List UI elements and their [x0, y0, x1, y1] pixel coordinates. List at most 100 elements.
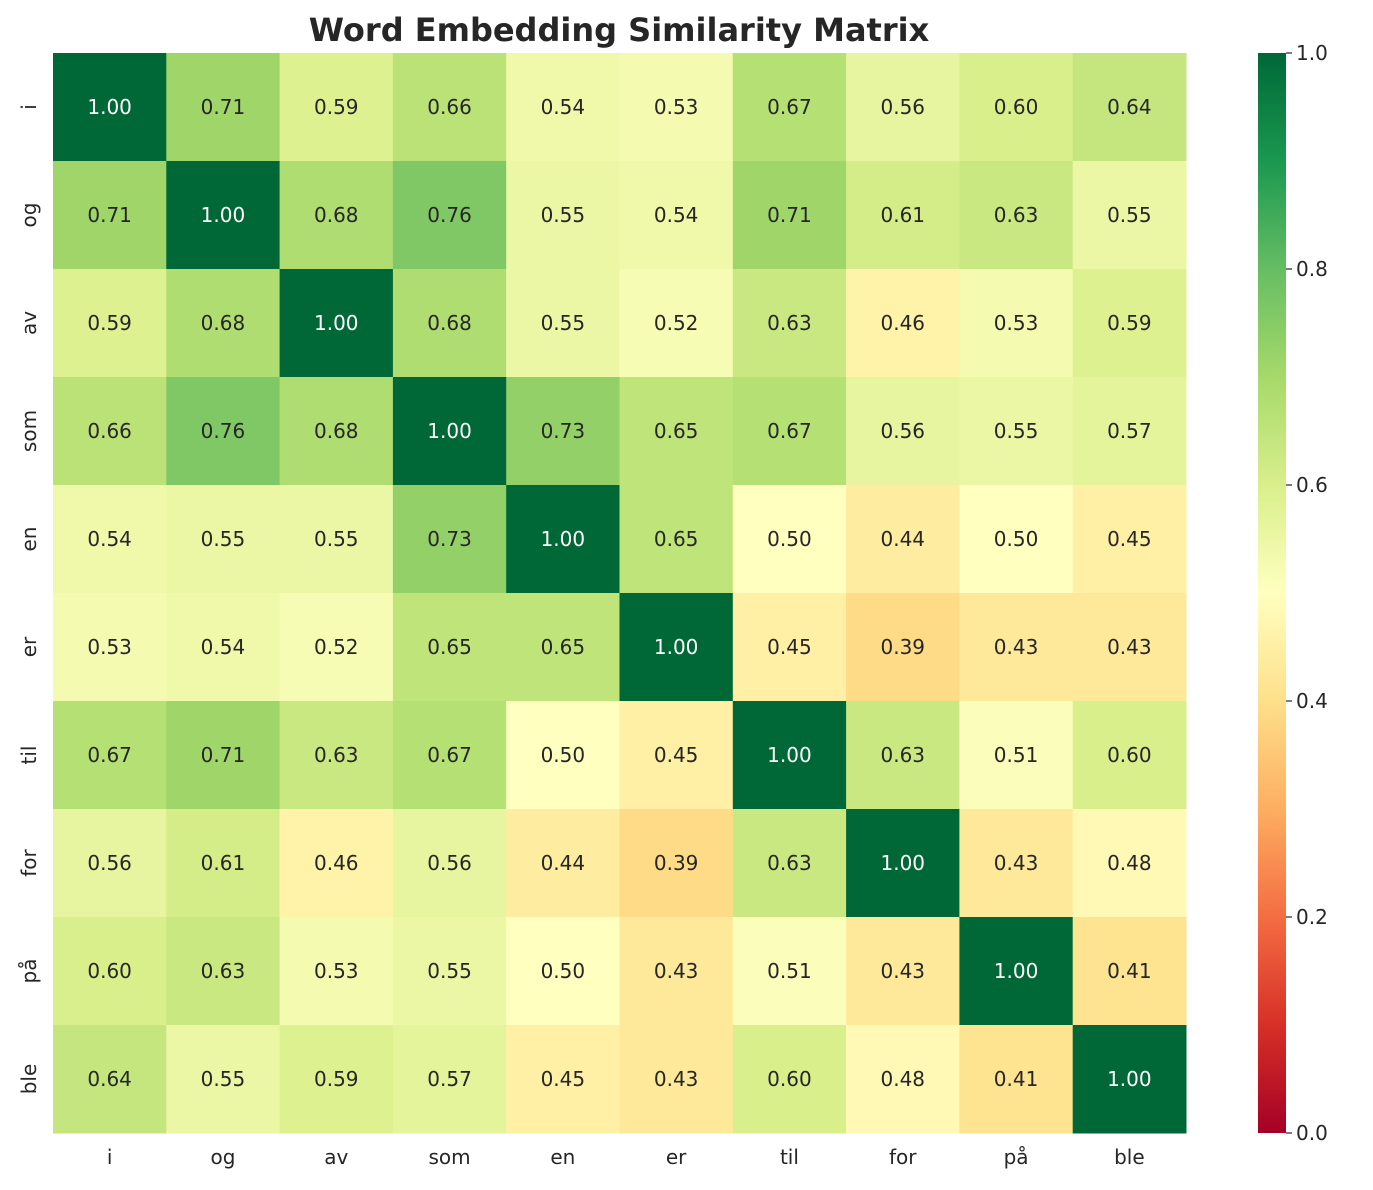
cell-value-label: 1.00	[427, 419, 472, 443]
cell-value-label: 0.60	[87, 959, 132, 983]
cell-value-label: 0.54	[87, 527, 132, 551]
heatmap-cell	[732, 1025, 847, 1134]
y-tick-label: er	[17, 636, 41, 657]
colorbar-tick-label: 0.6	[1296, 473, 1328, 497]
heatmap-cell	[166, 1025, 281, 1134]
cell-value-label: 0.65	[541, 635, 586, 659]
cell-value-label: 1.00	[314, 311, 359, 335]
heatmap-cell	[53, 53, 167, 162]
cell-value-label: 0.43	[880, 959, 925, 983]
x-tick-label: til	[780, 1145, 799, 1169]
heatmap-cell	[392, 377, 507, 486]
heatmap-cell	[166, 53, 281, 162]
heatmap-cell	[392, 593, 507, 702]
cell-value-label: 1.00	[767, 743, 812, 767]
cell-value-label: 0.65	[427, 635, 472, 659]
cell-value-label: 1.00	[541, 527, 586, 551]
cell-value-label: 0.41	[1107, 959, 1152, 983]
cell-value-label: 0.52	[314, 635, 359, 659]
heatmap-cell	[619, 593, 734, 702]
cell-value-label: 0.51	[767, 959, 812, 983]
heatmap-cell	[166, 377, 281, 486]
x-tick-label: er	[666, 1145, 687, 1169]
cell-value-label: 0.53	[314, 959, 359, 983]
cell-value-label: 0.50	[767, 527, 812, 551]
y-tick-label: av	[17, 311, 41, 335]
heatmap-cell	[846, 53, 960, 162]
heatmap-cell	[506, 269, 620, 378]
cell-value-label: 0.63	[767, 311, 812, 335]
colorbar-tick-label: 1.0	[1296, 41, 1328, 65]
heatmap-cell	[279, 161, 394, 270]
heatmap-cell	[959, 269, 1074, 378]
cell-value-label: 0.46	[880, 311, 925, 335]
cell-value-label: 0.60	[994, 95, 1039, 119]
x-tick-label: i	[107, 1145, 113, 1169]
y-tick-label: på	[17, 959, 41, 984]
cell-value-label: 0.41	[994, 1067, 1039, 1091]
heatmap-cell	[732, 377, 847, 486]
cell-value-label: 0.43	[654, 1067, 699, 1091]
heatmap-cell	[619, 917, 734, 1026]
cell-value-label: 0.45	[654, 743, 699, 767]
cell-value-label: 0.55	[427, 959, 472, 983]
heatmap-cell	[846, 161, 960, 270]
cell-value-label: 0.55	[1107, 203, 1152, 227]
heatmap-cell	[166, 593, 281, 702]
y-tick-label: ble	[17, 1064, 41, 1095]
heatmap-cell	[166, 809, 281, 918]
y-tick-label: til	[17, 746, 41, 765]
heatmap-cell	[392, 917, 507, 1026]
x-tick-label: på	[1004, 1145, 1029, 1169]
cell-value-label: 0.71	[201, 95, 246, 119]
heatmap-cell	[732, 161, 847, 270]
cell-value-label: 0.56	[87, 851, 132, 875]
cell-value-label: 0.73	[541, 419, 586, 443]
cell-value-label: 0.64	[87, 1067, 132, 1091]
cell-value-label: 1.00	[201, 203, 246, 227]
cell-value-label: 0.67	[767, 419, 812, 443]
colorbar-tick-labels: 0.0 0.2 0.4 0.6 0.8 1.0	[1286, 41, 1328, 1145]
cell-value-label: 0.71	[201, 743, 246, 767]
cell-value-label: 0.55	[314, 527, 359, 551]
heatmap-cell	[619, 701, 734, 810]
heatmap-cell	[53, 269, 167, 378]
heatmap-cell	[846, 269, 960, 378]
heatmap-cell	[166, 485, 281, 594]
heatmap-cell	[619, 161, 734, 270]
cell-value-label: 0.55	[994, 419, 1039, 443]
cell-value-label: 0.43	[994, 851, 1039, 875]
heatmap-cell	[392, 53, 507, 162]
cell-value-label: 1.00	[994, 959, 1039, 983]
colorbar-tick-label: 0.4	[1296, 689, 1328, 713]
heatmap-cell	[506, 593, 620, 702]
heatmap-cell	[279, 1025, 394, 1134]
cell-value-label: 0.53	[994, 311, 1039, 335]
cell-value-label: 1.00	[1107, 1067, 1152, 1091]
heatmap-cell	[1072, 377, 1187, 486]
heatmap-cell	[1072, 269, 1187, 378]
y-axis-tick-labels: i og av som en er til for på ble	[17, 104, 41, 1094]
cell-value-label: 0.57	[427, 1067, 472, 1091]
heatmap-cell	[392, 809, 507, 918]
cell-value-label: 0.54	[654, 203, 699, 227]
heatmap-cell	[1072, 593, 1187, 702]
heatmap-cell	[619, 53, 734, 162]
cell-value-label: 0.63	[767, 851, 812, 875]
heatmap-cell	[506, 485, 620, 594]
heatmap-cell	[959, 917, 1074, 1026]
cell-value-label: 0.56	[880, 419, 925, 443]
cell-value-label: 0.63	[880, 743, 925, 767]
cell-value-label: 0.55	[541, 203, 586, 227]
cell-value-label: 0.68	[201, 311, 246, 335]
cell-value-label: 0.63	[994, 203, 1039, 227]
cell-value-label: 0.66	[87, 419, 132, 443]
heatmap-cell	[53, 917, 167, 1026]
cell-value-label: 0.53	[654, 95, 699, 119]
heatmap-cell-labels: 1.00 0.71 0.59 0.66 0.54 0.53 0.67 0.56 0.60 0.64…	[87, 95, 1151, 1091]
heatmap-cell	[959, 1025, 1074, 1134]
x-tick-label: av	[324, 1145, 348, 1169]
x-axis-tick-labels: i og av som en er til for på ble	[107, 1145, 1145, 1169]
